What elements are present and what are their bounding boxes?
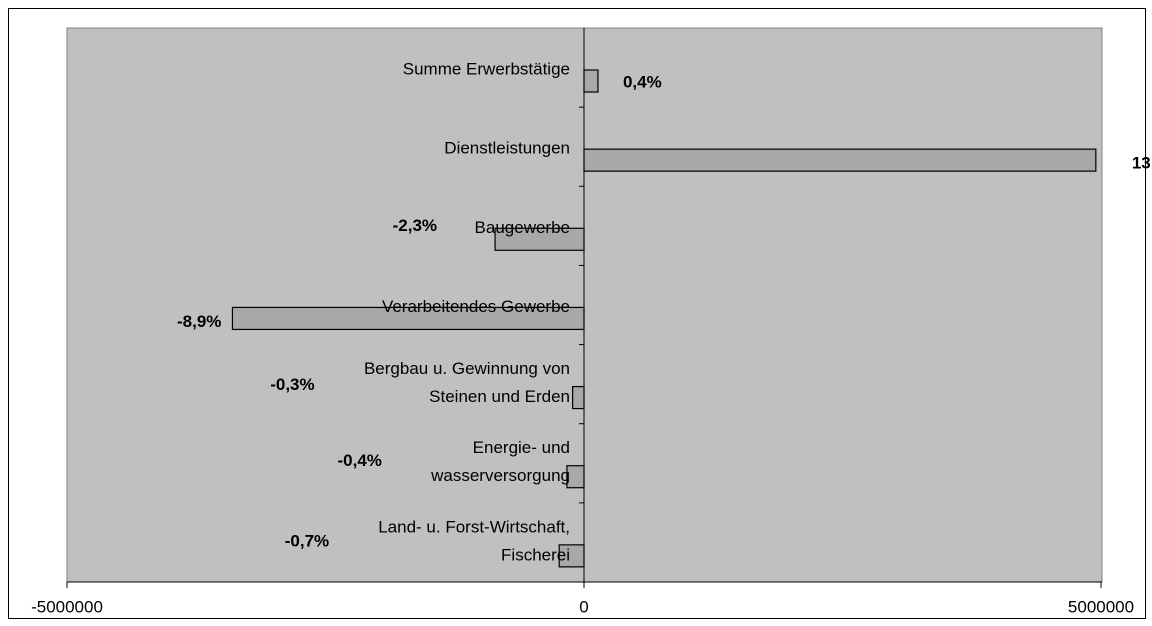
category-label: wasserversorgung [430,466,570,485]
category-label: Baugewerbe [475,218,570,237]
data-label: -0,4% [338,451,382,470]
category-label: Steinen und Erden [429,387,570,406]
category-label: Dienstleistungen [444,139,570,158]
data-label: -0,3% [270,375,314,394]
bar [231,306,585,331]
category-label: Verarbeitendes Gewerbe [382,297,570,316]
data-label: 0,4% [623,72,662,91]
category-label: Bergbau u. Gewinnung von [364,359,570,378]
bar [572,385,585,410]
bar [494,227,585,251]
category-label: Land- u. Forst-Wirtschaft, [378,517,570,536]
category-label: Fischerei [501,545,570,564]
bar [583,148,1097,172]
bar [566,465,585,489]
x-tick-label: -5000000 [31,597,103,616]
category-label: Energie- und [473,438,570,457]
x-tick-label: 0 [579,597,588,616]
data-label: -8,9% [177,312,221,331]
bar [583,69,599,93]
x-tick-label: 5000000 [1068,597,1134,616]
bar [558,544,585,568]
data-label: -0,7% [285,531,329,550]
data-label: 13,0% [1132,154,1152,173]
category-label: Summe Erwerbstätige [403,59,570,78]
data-label: -2,3% [393,216,437,235]
